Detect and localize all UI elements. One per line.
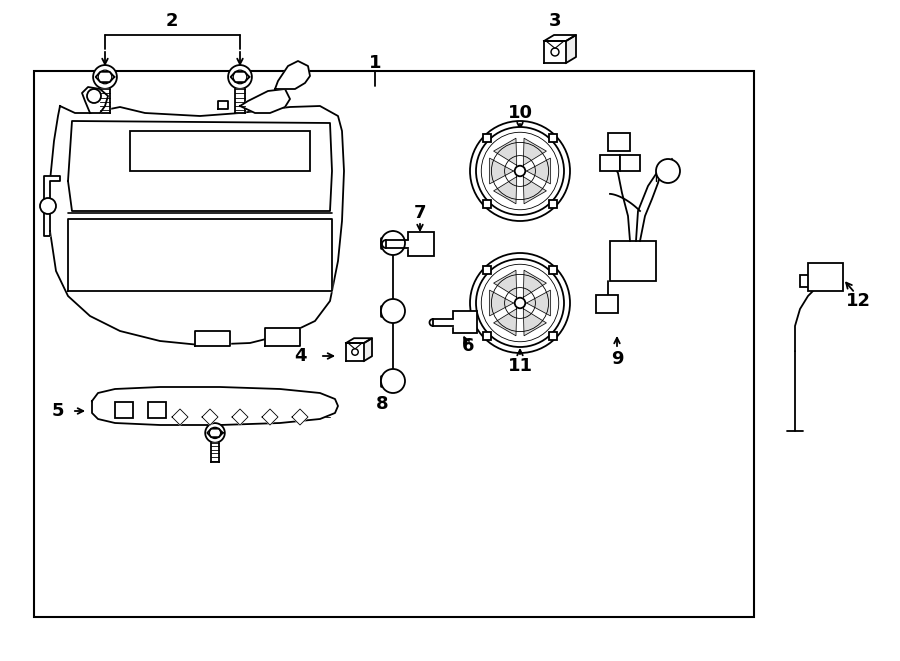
Circle shape xyxy=(476,127,564,215)
Circle shape xyxy=(470,121,570,221)
Bar xyxy=(549,134,557,141)
Bar xyxy=(482,266,491,274)
Polygon shape xyxy=(172,409,188,425)
Polygon shape xyxy=(523,176,546,204)
Polygon shape xyxy=(292,409,308,425)
Polygon shape xyxy=(68,121,332,211)
Bar xyxy=(610,241,656,281)
Polygon shape xyxy=(494,270,517,297)
Text: 7: 7 xyxy=(414,204,427,222)
Circle shape xyxy=(381,299,405,323)
Circle shape xyxy=(381,369,405,393)
Bar xyxy=(130,131,310,171)
Circle shape xyxy=(381,231,405,255)
Polygon shape xyxy=(494,176,517,204)
Circle shape xyxy=(476,259,564,347)
Bar xyxy=(34,71,754,617)
Polygon shape xyxy=(526,290,551,316)
Text: 12: 12 xyxy=(845,292,870,310)
Circle shape xyxy=(210,427,220,438)
Text: 10: 10 xyxy=(508,104,533,122)
Circle shape xyxy=(40,198,56,214)
Polygon shape xyxy=(232,409,248,425)
Bar xyxy=(596,295,618,313)
Polygon shape xyxy=(494,138,517,165)
Polygon shape xyxy=(50,106,344,345)
Bar xyxy=(549,332,557,340)
Text: 4: 4 xyxy=(293,347,306,365)
Bar xyxy=(600,155,620,171)
Polygon shape xyxy=(526,158,551,184)
Bar xyxy=(800,275,810,287)
Polygon shape xyxy=(95,72,114,82)
Polygon shape xyxy=(265,328,300,346)
Polygon shape xyxy=(544,41,566,63)
Circle shape xyxy=(205,423,225,443)
Bar xyxy=(408,232,434,256)
Polygon shape xyxy=(490,158,513,184)
Polygon shape xyxy=(82,87,108,113)
Polygon shape xyxy=(566,35,576,63)
Polygon shape xyxy=(230,72,249,82)
Polygon shape xyxy=(262,409,278,425)
Circle shape xyxy=(656,159,680,183)
Bar xyxy=(453,311,477,333)
Bar xyxy=(482,200,491,208)
Polygon shape xyxy=(68,219,332,291)
Text: 1: 1 xyxy=(369,54,382,72)
Circle shape xyxy=(515,166,526,176)
Polygon shape xyxy=(44,176,60,236)
Polygon shape xyxy=(386,240,408,248)
Polygon shape xyxy=(240,89,290,113)
Polygon shape xyxy=(523,138,546,165)
Polygon shape xyxy=(346,343,364,361)
Bar xyxy=(549,200,557,208)
Bar xyxy=(148,402,166,418)
Polygon shape xyxy=(523,309,546,336)
Circle shape xyxy=(87,89,101,103)
Polygon shape xyxy=(235,89,245,112)
Bar xyxy=(620,155,640,171)
Circle shape xyxy=(515,297,526,308)
Polygon shape xyxy=(218,101,228,109)
Circle shape xyxy=(228,65,252,89)
Text: 5: 5 xyxy=(52,402,64,420)
Polygon shape xyxy=(275,61,310,89)
Polygon shape xyxy=(433,319,453,326)
Circle shape xyxy=(470,253,570,353)
Polygon shape xyxy=(207,428,222,437)
Bar xyxy=(608,133,630,151)
Bar xyxy=(115,402,133,418)
Text: 3: 3 xyxy=(549,12,562,30)
Circle shape xyxy=(352,349,358,355)
Bar xyxy=(482,332,491,340)
Bar xyxy=(808,263,843,291)
Text: 2: 2 xyxy=(166,12,178,30)
Text: 8: 8 xyxy=(375,395,388,413)
Text: 9: 9 xyxy=(611,350,623,368)
Bar xyxy=(549,266,557,274)
Polygon shape xyxy=(544,35,576,41)
Circle shape xyxy=(551,48,559,56)
Polygon shape xyxy=(490,290,513,316)
Polygon shape xyxy=(211,443,220,462)
Polygon shape xyxy=(346,338,372,343)
Polygon shape xyxy=(202,409,218,425)
Circle shape xyxy=(98,70,112,84)
Bar xyxy=(482,134,491,141)
Polygon shape xyxy=(195,331,230,346)
Polygon shape xyxy=(92,387,338,425)
Polygon shape xyxy=(100,89,110,112)
Circle shape xyxy=(93,65,117,89)
Polygon shape xyxy=(364,338,372,361)
Circle shape xyxy=(233,70,247,84)
Text: 6: 6 xyxy=(462,337,474,355)
Polygon shape xyxy=(523,270,546,297)
Polygon shape xyxy=(494,309,517,336)
Text: 11: 11 xyxy=(508,357,533,375)
